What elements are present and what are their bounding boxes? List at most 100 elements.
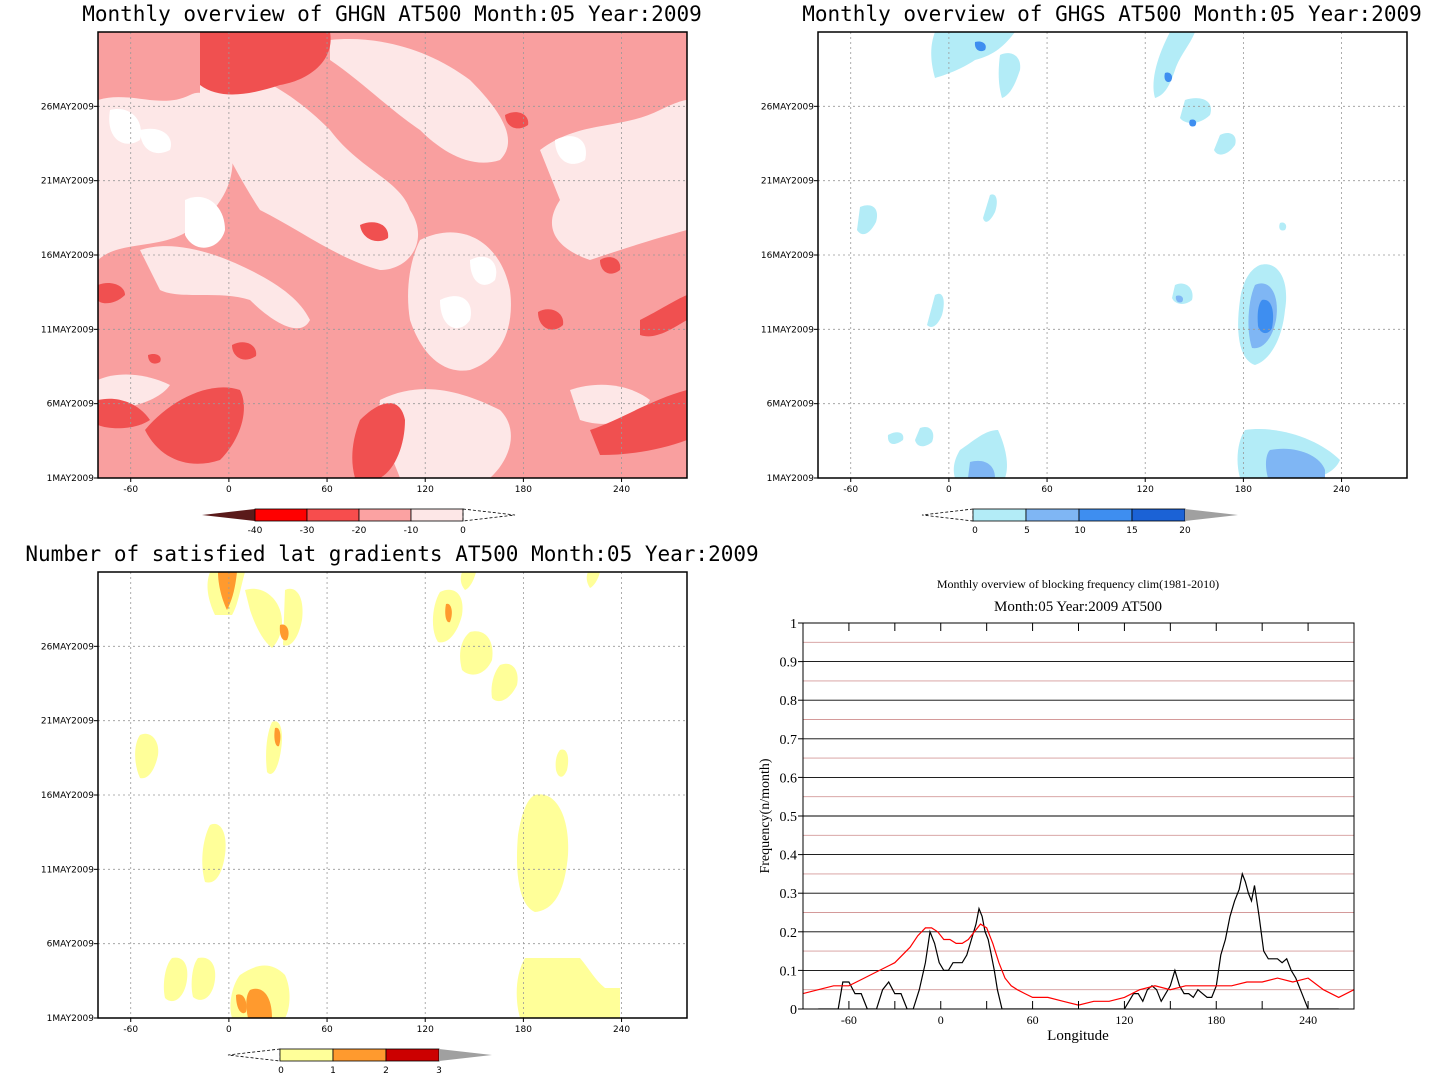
- x-tick-label: 120: [417, 485, 434, 495]
- ghgs-fill-light: [983, 194, 997, 222]
- ghgs-fill-light: [887, 432, 904, 445]
- y-tick-label: 21MAY2009: [41, 717, 94, 727]
- ghgn-fill-dark: [590, 390, 687, 455]
- ghgn-fill-white: [109, 109, 141, 144]
- ghgs-colorbar-box: [972, 508, 1027, 522]
- latgrad-fill-1: [202, 823, 226, 883]
- latgrad-fill-1: [135, 733, 159, 779]
- colorbar-label: -30: [300, 526, 315, 536]
- latgrad-fill-1: [191, 957, 216, 1000]
- latgrad-fill-1: [491, 663, 518, 702]
- ghgs-colorbar-box: [1025, 508, 1080, 522]
- y-tick-label: 1MAY2009: [47, 474, 95, 484]
- plot-frame: [817, 31, 1408, 479]
- x-tick-label: 240: [613, 485, 630, 495]
- y-tick-label: 1: [790, 617, 797, 632]
- ghgs-fill-light: [927, 293, 944, 327]
- y-tick-label: 16MAY2009: [761, 251, 814, 261]
- ghgn-fill-dark: [145, 387, 244, 464]
- ghgn-fill-white: [555, 136, 586, 164]
- ghgs-colorbar-lower-extension: [921, 508, 974, 522]
- ghgn-fill-dark: [148, 353, 161, 364]
- ghgn-colorbar: -40 -30 -20 -10 0: [202, 508, 516, 536]
- colorbar-label: -10: [404, 526, 419, 536]
- latgrad-colorbar-lower-extension: [227, 1048, 281, 1062]
- latgrad-colorbar: 0 1 2 3: [227, 1048, 492, 1076]
- ghgn-fill-dark: [538, 309, 564, 330]
- ghgn-fill-dark: [360, 222, 389, 242]
- x-tick-label: 60: [1027, 1013, 1039, 1027]
- x-tick-label: 0: [938, 1013, 944, 1027]
- series-line-1: [803, 923, 1354, 1006]
- ghgn-fill-light: [330, 39, 509, 163]
- blocking-title: Monthly overview of blocking frequency c…: [937, 577, 1219, 591]
- colorbar-label: 0: [278, 1066, 284, 1076]
- y-tick-label: 26MAY2009: [41, 642, 94, 652]
- blocking-axes: 0 0.1 0.2 0.3 0.4 0.5 0.6 0.7 0.8 0.9 1 -60 0 60 120 18…: [780, 617, 1355, 1027]
- ghgn-panel: Monthly overview of GHGN AT500 Month:05 …: [41, 2, 702, 536]
- ghgs-fill-strong: [974, 41, 986, 52]
- latgrad-fill-1: [245, 588, 283, 648]
- colorbar-label: 20: [1179, 526, 1191, 536]
- y-tick-label: 1MAY2009: [767, 474, 815, 484]
- x-tick-label: 120: [1115, 1013, 1133, 1027]
- y-tick-label: 0.9: [780, 656, 798, 671]
- blocking-xlabel: Longitude: [1047, 1028, 1109, 1044]
- colorbar-label: 10: [1074, 526, 1086, 536]
- colorbar-label: -20: [352, 526, 367, 536]
- y-tick-label: 0: [790, 1003, 797, 1018]
- ghgs-fill-light: [1180, 98, 1211, 123]
- colorbar-label: 2: [383, 1066, 389, 1076]
- ghgn-fill-dark: [640, 295, 687, 337]
- y-tick-label: 26MAY2009: [41, 102, 94, 112]
- y-tick-label: 11MAY2009: [41, 865, 94, 875]
- y-tick-label: 1MAY2009: [47, 1014, 95, 1024]
- ghgs-fill-strong: [1189, 119, 1197, 127]
- y-tick-label: 0.5: [780, 810, 798, 825]
- x-tick-label: -60: [123, 1025, 138, 1035]
- ghgn-fill-dark: [352, 403, 405, 478]
- latgrad-colorbar-box: [332, 1048, 387, 1062]
- ghgs-fill-light: [915, 426, 934, 447]
- y-tick-label: 0.2: [780, 926, 798, 941]
- y-tick-label: 0.7: [780, 733, 798, 748]
- y-tick-label: 26MAY2009: [761, 102, 814, 112]
- x-tick-label: 60: [321, 485, 333, 495]
- ghgn-fill-white: [140, 128, 171, 154]
- ghgs-fill-light: [1214, 133, 1236, 155]
- blocking-series: [803, 871, 1354, 1009]
- latgrad-fill-1: [586, 572, 600, 588]
- y-tick-label: 6MAY2009: [767, 400, 815, 410]
- x-tick-label: 240: [1299, 1013, 1317, 1027]
- latgrad-fill-1: [516, 958, 620, 1018]
- ghgn-title: Monthly overview of GHGN AT500 Month:05 …: [82, 2, 702, 26]
- latgrad-fill-1: [460, 631, 493, 675]
- blocking-ylabel: Frequency(n/month): [758, 758, 773, 873]
- latgrad-colorbar-box: [385, 1048, 440, 1062]
- x-tick-label: 0: [226, 485, 232, 495]
- y-tick-label: 0.1: [780, 964, 798, 979]
- ghgn-fill-dark: [505, 112, 529, 129]
- x-tick-label: 120: [417, 1025, 434, 1035]
- ghgs-colorbar-upper-extension: [1185, 509, 1238, 521]
- ghgn-fill-dark: [98, 283, 125, 304]
- ghgn-fill-dark: [98, 398, 150, 429]
- y-tick-label: 0.4: [780, 849, 798, 864]
- x-tick-label: -60: [123, 485, 138, 495]
- x-tick-label: -60: [841, 1013, 857, 1027]
- ghgn-fill-white: [185, 196, 225, 248]
- ghgn-axes: -60 0 60 120 180 240 1MAY2009 6MAY2009 11MAY2009…: [41, 31, 688, 495]
- ghgn-fill-white: [470, 256, 497, 285]
- y-tick-label: 21MAY2009: [41, 177, 94, 187]
- x-tick-label: 180: [515, 485, 532, 495]
- series-line-0: [818, 871, 1339, 1009]
- ghgs-fill-light: [953, 430, 1008, 478]
- x-tick-label: 60: [1041, 485, 1053, 495]
- ghgn-fill-dark: [232, 342, 257, 360]
- ghgs-fill-light: [1153, 32, 1195, 98]
- latgrad-fill-2: [279, 624, 289, 641]
- ghgn-colorbar-box: [306, 508, 360, 522]
- latgrad-title: Number of satisfied lat gradients AT500 …: [25, 542, 758, 566]
- ghgn-fill-light: [140, 246, 310, 329]
- y-tick-label: 21MAY2009: [761, 177, 814, 187]
